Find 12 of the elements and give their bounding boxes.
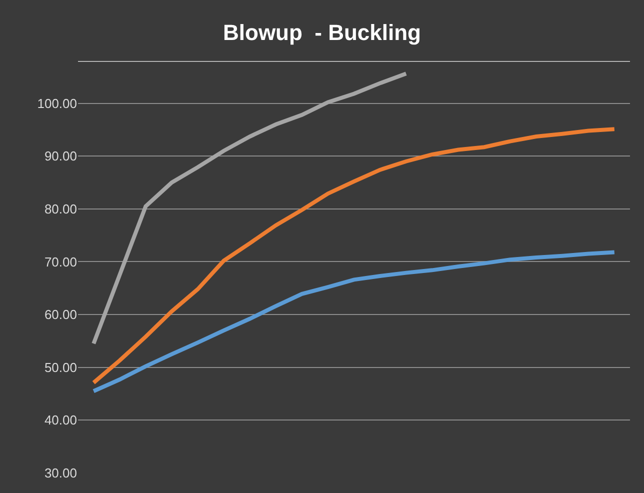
line-series: [92, 72, 408, 346]
y-tick-label: 40.00: [44, 412, 77, 428]
y-tick-label: 60.00: [44, 307, 77, 322]
chart-title: Blowup - Buckling: [223, 20, 421, 46]
y-tick-label: 30.00: [44, 466, 77, 481]
line-series: [92, 127, 616, 385]
y-tick-label: 80.00: [44, 201, 77, 216]
y-tick-label: 90.00: [44, 148, 77, 164]
line-series: [92, 250, 616, 394]
y-tick-label: 70.00: [44, 254, 77, 270]
y-tick-label: 50.00: [44, 360, 77, 375]
y-tick-label: 100.00: [37, 96, 77, 111]
